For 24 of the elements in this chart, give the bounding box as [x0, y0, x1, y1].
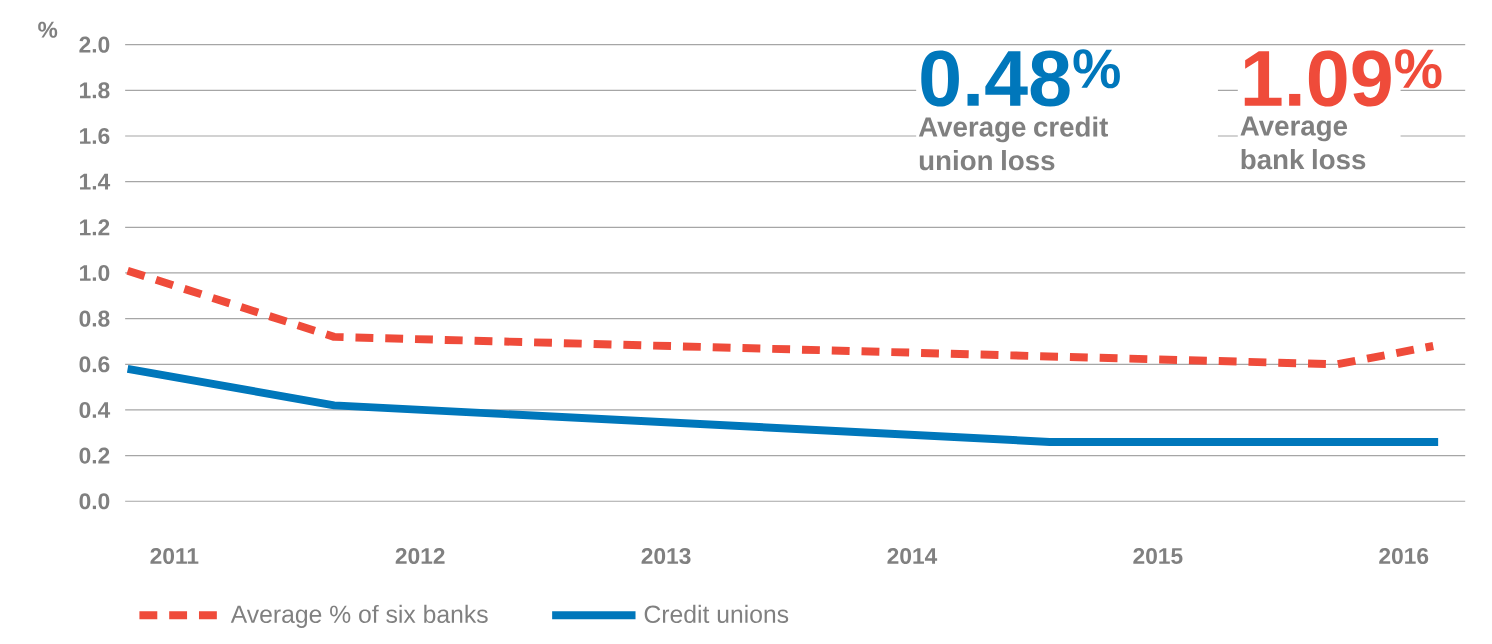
x-tick-label: 2016 [1379, 547, 1429, 564]
y-tick-label: 1.8 [80, 82, 110, 99]
y-tick-label: 0.2 [79, 447, 110, 464]
y-tick-label: 0.0 [79, 493, 110, 510]
x-tick-label: 2014 [887, 547, 938, 564]
y-tick-label: 1.6 [80, 127, 110, 144]
y-tick-label: 1.0 [80, 264, 110, 281]
annotation: Average bank loss [1240, 116, 1366, 170]
y-tick-label: 0.6 [79, 356, 110, 373]
y-axis-title: % [38, 21, 58, 38]
x-tick-label: 2012 [395, 547, 445, 564]
y-tick-label: 0.4 [79, 401, 111, 418]
x-tick-label: 2015 [1133, 547, 1183, 564]
annotation: 0.48$^{%}$ [921, 49, 1120, 107]
legend-label: Average % of six banks [230, 604, 488, 628]
x-tick-label: 2013 [641, 547, 691, 564]
y-tick-label: 0.8 [79, 310, 110, 327]
annotation: 1.09$^{%}$ [1244, 49, 1442, 107]
y-tick-label: 1.4 [80, 173, 111, 190]
annotation: Average credit union loss [918, 116, 1108, 171]
y-tick-label: 2.0 [79, 36, 110, 53]
legend-label: Credit unions [644, 604, 789, 623]
y-tick-label: 1.2 [80, 219, 110, 236]
x-tick-label: 2011 [150, 547, 199, 564]
